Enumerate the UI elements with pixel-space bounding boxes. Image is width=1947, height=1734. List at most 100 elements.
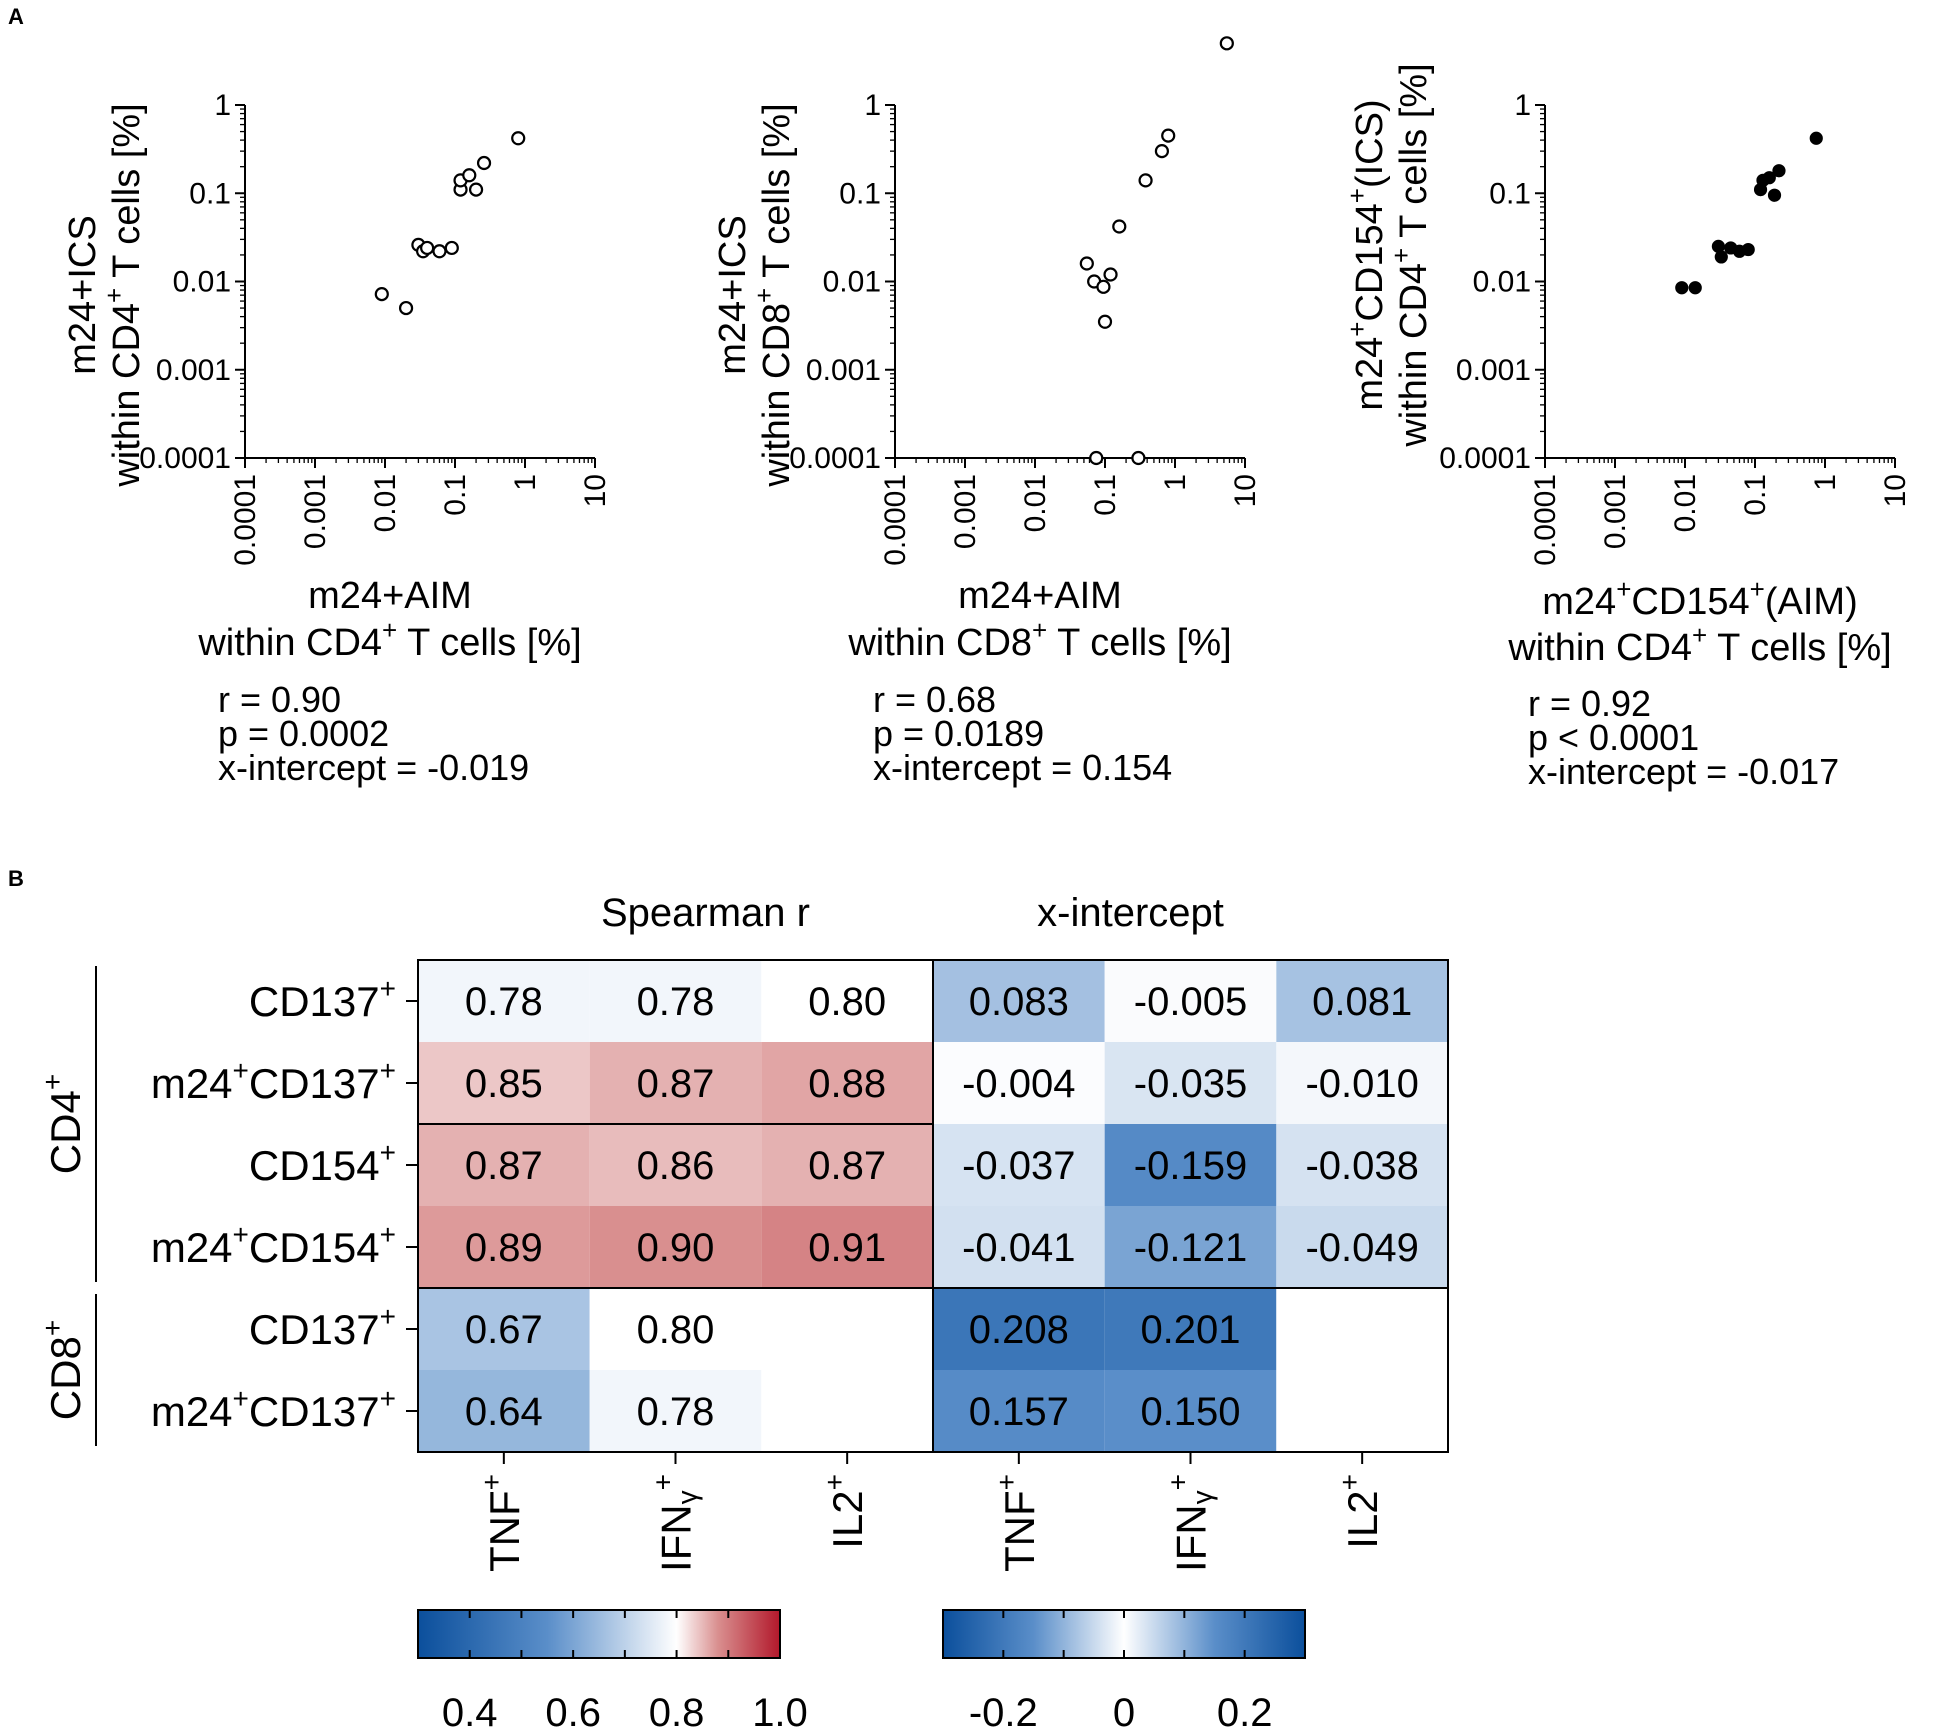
colorbar-tick-label: -0.2: [969, 1691, 1038, 1734]
heatmap-cell: [1276, 1124, 1448, 1206]
data-point: [1688, 281, 1702, 295]
y-axis-label: m24+CD154+(ICS)within CD4+ T cells [%]: [1342, 63, 1435, 447]
data-point: [432, 244, 447, 259]
x-tick-label: 1: [1809, 474, 1842, 491]
heatmap-column-label: IL2+: [1334, 1474, 1386, 1549]
row-label-main: CD137: [249, 1306, 380, 1353]
heatmap-row-label: m24+CD137+: [151, 1055, 396, 1107]
heatmap-cell: [1276, 1042, 1448, 1124]
heatmap-cell: [761, 960, 933, 1042]
y-axis-label-sup: +: [1386, 248, 1416, 263]
heatmap-cell-value: 0.78: [637, 1390, 715, 1434]
x-tick-label: 0.1: [439, 474, 472, 516]
heatmap-column-label: TNF+: [476, 1474, 528, 1572]
y-axis-label-part: (ICS): [1349, 99, 1391, 188]
x-axis-label-line2: within CD4+ T cells [%]: [1507, 620, 1891, 669]
data-point: [1714, 250, 1728, 264]
heatmap-cell: [1104, 960, 1277, 1042]
x-tick-label: 1: [1159, 474, 1192, 491]
y-axis-label-part: T cells [%]: [1393, 63, 1435, 247]
column-label-sup: +: [648, 1474, 679, 1490]
data-point: [1097, 314, 1113, 329]
heatmap-cell: [418, 960, 590, 1042]
stat-line: p < 0.0001: [1528, 717, 1699, 758]
data-point: [420, 240, 435, 256]
heatmap-row-label: CD137+: [249, 1301, 396, 1353]
y-tick-label: 1: [864, 89, 881, 122]
y-tick-label: 0.001: [1456, 354, 1531, 387]
column-label-main: IFN: [1168, 1504, 1215, 1572]
heatmap-cell: [589, 1370, 762, 1452]
x-tick-label: 0.0001: [1529, 474, 1562, 566]
heatmap-cell-value: -0.121: [1134, 1226, 1247, 1270]
heatmap-cell: [761, 1288, 933, 1370]
data-point: [476, 155, 492, 171]
heatmap-cell-value: 0.87: [637, 1062, 715, 1106]
x-axis-label-sup: +: [1032, 615, 1047, 645]
y-tick-label: 0.01: [823, 266, 881, 299]
heatmap-cell: [418, 1042, 590, 1124]
y-tick-label: 0.0001: [1439, 442, 1531, 475]
heatmap-cell: [418, 1124, 590, 1206]
x-tick-label: 0.1: [1089, 474, 1122, 516]
row-label-sup: +: [380, 1055, 396, 1086]
heatmap-cell: [418, 1370, 590, 1452]
column-label-sup: +: [991, 1474, 1022, 1490]
heatmap-cell: [933, 1288, 1105, 1370]
data-point: [374, 286, 389, 302]
scatter-panels: 0.0001 0.001 0.01 0.1 1 10 0.0001 0.001 0.01 0.1 1…: [62, 36, 1912, 792]
x-axis-label-part: T cells [%]: [1707, 627, 1891, 669]
x-tick-label: 0.001: [299, 474, 332, 549]
x-axis-label-sup: +: [1750, 574, 1765, 604]
y-tick-label: 0.01: [1473, 266, 1531, 299]
colorbar-tick-label: 0.2: [1217, 1691, 1273, 1734]
heatmap-cell-value: -0.010: [1305, 1062, 1418, 1106]
y-tick-label: 0.01: [173, 266, 231, 299]
row-group-label: CD4+: [37, 1074, 89, 1174]
heatmap-cell: [1104, 1370, 1277, 1452]
heatmap-cell-value: 0.150: [1140, 1390, 1240, 1434]
x-tick-label: 0.001: [949, 474, 982, 549]
colorbar-tick-label: 0: [1113, 1691, 1135, 1734]
x-axis-label-part: CD154: [1631, 581, 1749, 623]
x-axis-label-sup: +: [1692, 620, 1707, 650]
heatmap-cell-value: 0.89: [465, 1226, 543, 1270]
y-axis-label-line2: within CD4+ T cells [%]: [1386, 63, 1435, 447]
heatmap-cell-value: -0.041: [962, 1226, 1075, 1270]
row-label-prefix: m24: [151, 1388, 233, 1435]
y-tick-label: 0.1: [189, 177, 231, 210]
x-tick-label: 0.01: [369, 474, 402, 532]
y-tick-label: 0.001: [806, 354, 881, 387]
heatmap-cell-value: 0.80: [637, 1308, 715, 1352]
column-label-main: IL2: [1339, 1490, 1386, 1548]
heatmap-cell-value: 0.083: [969, 980, 1069, 1024]
heatmap-cell-value: 0.80: [808, 980, 886, 1024]
y-axis-label-part: m24: [1349, 337, 1391, 411]
heatmap-panel-title: Spearman r: [601, 891, 810, 935]
colorbar-tick-label: 1.0: [752, 1691, 808, 1734]
x-tick-label: 0.0001: [879, 474, 912, 566]
data-point: [1711, 239, 1725, 253]
data-point: [1741, 242, 1755, 257]
heatmap-cell-value: -0.038: [1305, 1144, 1418, 1188]
heatmap-cell-value: 0.91: [808, 1226, 886, 1270]
heatmap-cell: [418, 1206, 590, 1288]
heatmap-row-label: m24+CD154+: [151, 1219, 396, 1271]
scatter-plot-2: 0.0001 0.001 0.01 0.1 1 10 0.0001 0.001 0.01 0.1 1…: [712, 36, 1262, 788]
stat-line: p = 0.0002: [218, 713, 389, 754]
y-axis-label-sup: +: [99, 288, 129, 303]
column-label-main: TNF: [481, 1490, 528, 1572]
row-label-sup: +: [233, 1219, 249, 1250]
row-group-name: CD4: [42, 1090, 89, 1174]
y-tick-label: 1: [214, 89, 231, 122]
row-label-sup: +: [233, 1383, 249, 1414]
heatmap-column-label: IFNγ+: [648, 1474, 703, 1572]
heatmap-cell: [1104, 1206, 1277, 1288]
column-label-sup: +: [1163, 1474, 1194, 1490]
data-point: [1112, 219, 1127, 234]
y-axis-label-line1: m24+ICS: [712, 215, 754, 374]
data-point: [1154, 144, 1170, 159]
x-axis-label-part: T cells [%]: [397, 622, 581, 664]
